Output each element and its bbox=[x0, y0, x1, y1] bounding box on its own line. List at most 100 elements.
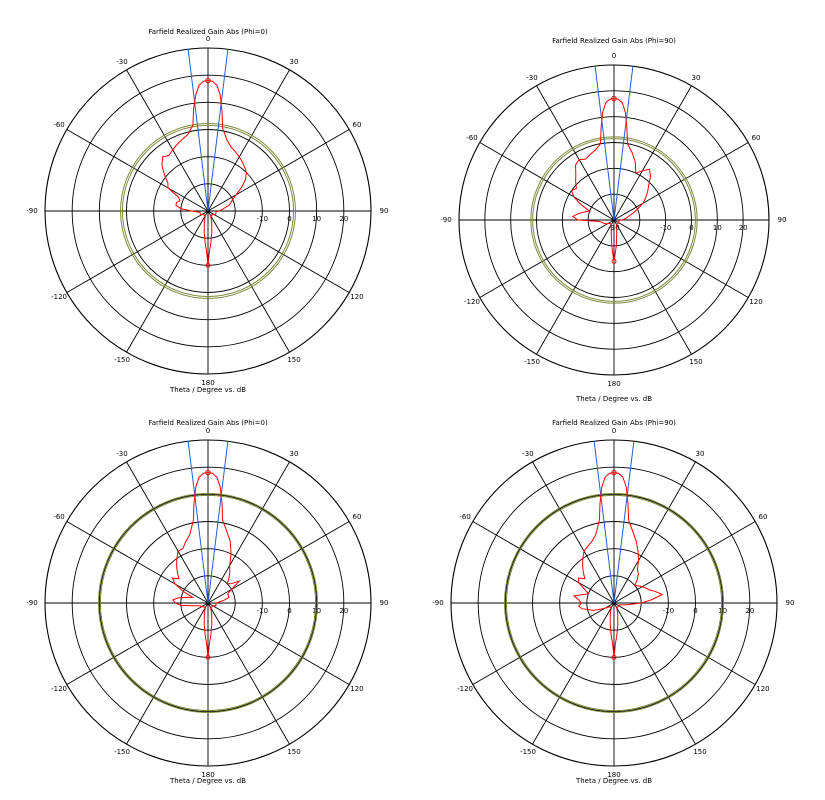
angle-tick-label: -60 bbox=[459, 513, 470, 521]
angle-tick-label: 0 bbox=[206, 427, 210, 435]
angle-tick-label: 90 bbox=[380, 599, 389, 607]
grid-spoke bbox=[472, 521, 615, 604]
grid-spoke bbox=[126, 69, 209, 212]
chart-title: Farfield Realized Gain Abs (Phi=90) bbox=[552, 419, 676, 427]
reference-circle bbox=[504, 493, 724, 713]
max-gain-marker bbox=[611, 469, 617, 476]
grid-spoke bbox=[613, 521, 756, 604]
reference-circle bbox=[505, 494, 723, 712]
grid-spoke bbox=[207, 521, 350, 604]
angle-tick-label: 180 bbox=[607, 380, 620, 388]
grid-spoke bbox=[613, 142, 749, 221]
grid-spoke bbox=[472, 602, 615, 685]
grid-spoke bbox=[532, 602, 615, 745]
grid-spoke bbox=[126, 602, 209, 745]
grid-spoke bbox=[66, 521, 209, 604]
angle-tick-label: 150 bbox=[693, 748, 706, 756]
angle-tick-label: -90 bbox=[432, 599, 443, 607]
radial-tick-label: 10 bbox=[312, 607, 321, 615]
radial-tick-label: 20 bbox=[745, 607, 754, 615]
max-gain-marker bbox=[205, 77, 211, 84]
angle-tick-label: 60 bbox=[752, 134, 761, 142]
angle-tick-label: 60 bbox=[758, 513, 767, 521]
back-lobe-marker bbox=[205, 654, 211, 660]
axis-label: Theta / Degree vs. dB bbox=[169, 386, 246, 394]
angle-tick-label: -150 bbox=[114, 356, 130, 364]
gain-pattern-line bbox=[572, 472, 664, 658]
reference-circle bbox=[530, 136, 698, 304]
max-gain-marker bbox=[205, 469, 211, 476]
angle-tick-label: -60 bbox=[53, 121, 64, 129]
angle-tick-label: 150 bbox=[287, 748, 300, 756]
radial-tick-label: 10 bbox=[713, 224, 722, 232]
angle-tick-label: 60 bbox=[352, 513, 361, 521]
angle-tick-label: 0 bbox=[206, 35, 210, 43]
beam-width-line bbox=[613, 66, 634, 221]
radial-tick-label: -10 bbox=[660, 224, 671, 232]
polar-chart-3: Farfield Realized Gain Abs (Phi=0)030609… bbox=[26, 419, 388, 785]
grid-spoke bbox=[126, 210, 209, 353]
angle-tick-label: -60 bbox=[466, 134, 477, 142]
radial-tick-label: 0 bbox=[689, 224, 693, 232]
beam-width-line bbox=[187, 441, 209, 604]
chart-title: Farfield Realized Gain Abs (Phi=90) bbox=[552, 37, 676, 45]
grid-spoke bbox=[126, 461, 209, 604]
angle-tick-label: -150 bbox=[524, 358, 540, 366]
radial-tick-label: 0 bbox=[287, 215, 291, 223]
angle-tick-label: -90 bbox=[26, 207, 37, 215]
angle-tick-label: -150 bbox=[114, 748, 130, 756]
grid-spoke bbox=[207, 210, 350, 293]
reference-circle bbox=[121, 124, 295, 298]
polar-chart-2: Farfield Realized Gain Abs (Phi=90) 0 30 60… bbox=[440, 37, 786, 403]
grid-spoke bbox=[207, 602, 350, 685]
chart-title: Farfield Realized Gain Abs (Phi=0) bbox=[148, 28, 268, 36]
grid-spoke bbox=[613, 85, 692, 221]
angle-tick-label: -30 bbox=[526, 74, 537, 82]
axis-label: Theta / Degree vs. dB bbox=[169, 777, 246, 785]
angle-tick-label: 90 bbox=[778, 216, 787, 224]
radial-tick-label: 20 bbox=[739, 224, 748, 232]
radial-tick-label: -10 bbox=[257, 215, 268, 223]
angle-tick-label: 90 bbox=[380, 207, 389, 215]
angle-tick-label: 30 bbox=[692, 74, 701, 82]
angle-tick-label: -90 bbox=[26, 599, 37, 607]
grid-spoke bbox=[613, 602, 696, 745]
gain-pattern-line bbox=[161, 80, 247, 266]
angle-tick-label: -90 bbox=[440, 216, 451, 224]
grid-spoke bbox=[536, 85, 615, 221]
angle-tick-label: 180 bbox=[201, 379, 214, 387]
angle-tick-label: 150 bbox=[689, 358, 702, 366]
reference-circle bbox=[99, 494, 317, 712]
angle-tick-label: -60 bbox=[53, 513, 64, 521]
radial-tick-label: -10 bbox=[257, 607, 268, 615]
angle-tick-label: 120 bbox=[749, 298, 762, 306]
radial-tick-label: 20 bbox=[339, 215, 348, 223]
polar-chart-4: Farfield Realized Gain Abs (Phi=90)03060… bbox=[432, 419, 794, 785]
angle-tick-label: -30 bbox=[522, 450, 533, 458]
beam-width-line bbox=[187, 49, 209, 212]
grid-spoke bbox=[479, 142, 615, 221]
radial-tick-label: 20 bbox=[339, 607, 348, 615]
polar-chart-1: Farfield Realized Gain Abs (Phi=0)030609… bbox=[26, 28, 388, 394]
back-lobe-marker bbox=[205, 262, 211, 268]
angle-tick-label: 30 bbox=[290, 450, 299, 458]
beam-width-line bbox=[207, 49, 229, 212]
grid-spoke bbox=[207, 461, 290, 604]
grid-spoke bbox=[66, 129, 209, 212]
axis-label: Theta / Degree vs. dB bbox=[575, 395, 652, 403]
grid-spoke bbox=[207, 210, 290, 353]
angle-tick-label: 0 bbox=[612, 427, 616, 435]
reference-circle bbox=[120, 123, 296, 299]
angle-tick-label: 30 bbox=[696, 450, 705, 458]
back-lobe-marker bbox=[611, 654, 617, 660]
radial-tick-label: 0 bbox=[693, 607, 697, 615]
grid-spoke bbox=[207, 602, 290, 745]
radial-tick-label: -30 bbox=[608, 224, 619, 232]
angle-tick-label: 30 bbox=[290, 58, 299, 66]
radial-tick-label: 0 bbox=[287, 607, 291, 615]
angle-tick-label: 180 bbox=[607, 771, 620, 779]
beam-width-line bbox=[593, 441, 615, 604]
beam-width-line bbox=[594, 66, 615, 221]
angle-tick-label: -120 bbox=[457, 685, 473, 693]
